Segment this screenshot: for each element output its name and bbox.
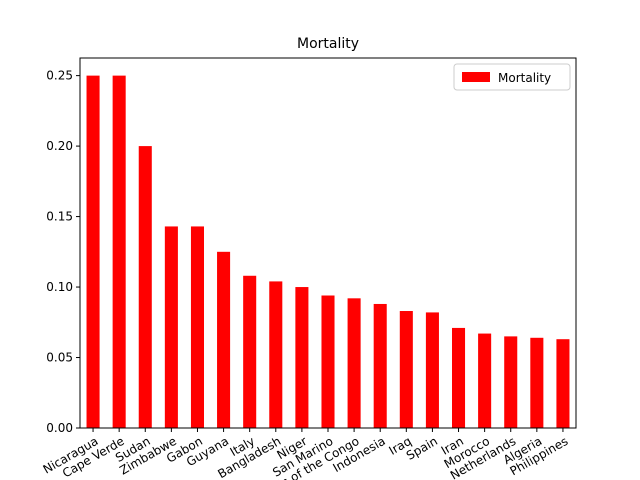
bar	[347, 298, 361, 428]
bar	[556, 339, 570, 428]
bar	[243, 275, 257, 428]
plot-frame	[79, 57, 577, 429]
bar	[112, 75, 126, 428]
bar	[452, 327, 466, 428]
legend-box	[453, 63, 571, 91]
y-tick-label: 0.25	[46, 69, 73, 83]
bar	[164, 226, 178, 428]
bar	[190, 226, 204, 428]
bar	[504, 336, 518, 428]
bar	[86, 75, 100, 428]
y-tick-label: 0.10	[46, 280, 73, 294]
legend-swatch	[462, 72, 490, 82]
bar	[399, 311, 413, 428]
bar	[530, 337, 544, 428]
y-tick-label: 0.05	[46, 351, 73, 365]
chart-title: Mortality	[297, 36, 359, 52]
bar	[478, 333, 492, 428]
y-tick-label: 0.00	[46, 421, 73, 435]
bar	[269, 281, 283, 428]
legend-label: Mortality	[498, 71, 551, 85]
y-tick-label: 0.20	[46, 139, 73, 153]
bar	[217, 251, 231, 428]
bar	[425, 312, 439, 428]
bar	[295, 287, 309, 428]
bar	[321, 295, 335, 428]
y-tick-label: 0.15	[46, 210, 73, 224]
bar	[138, 146, 152, 428]
bar	[373, 303, 387, 428]
